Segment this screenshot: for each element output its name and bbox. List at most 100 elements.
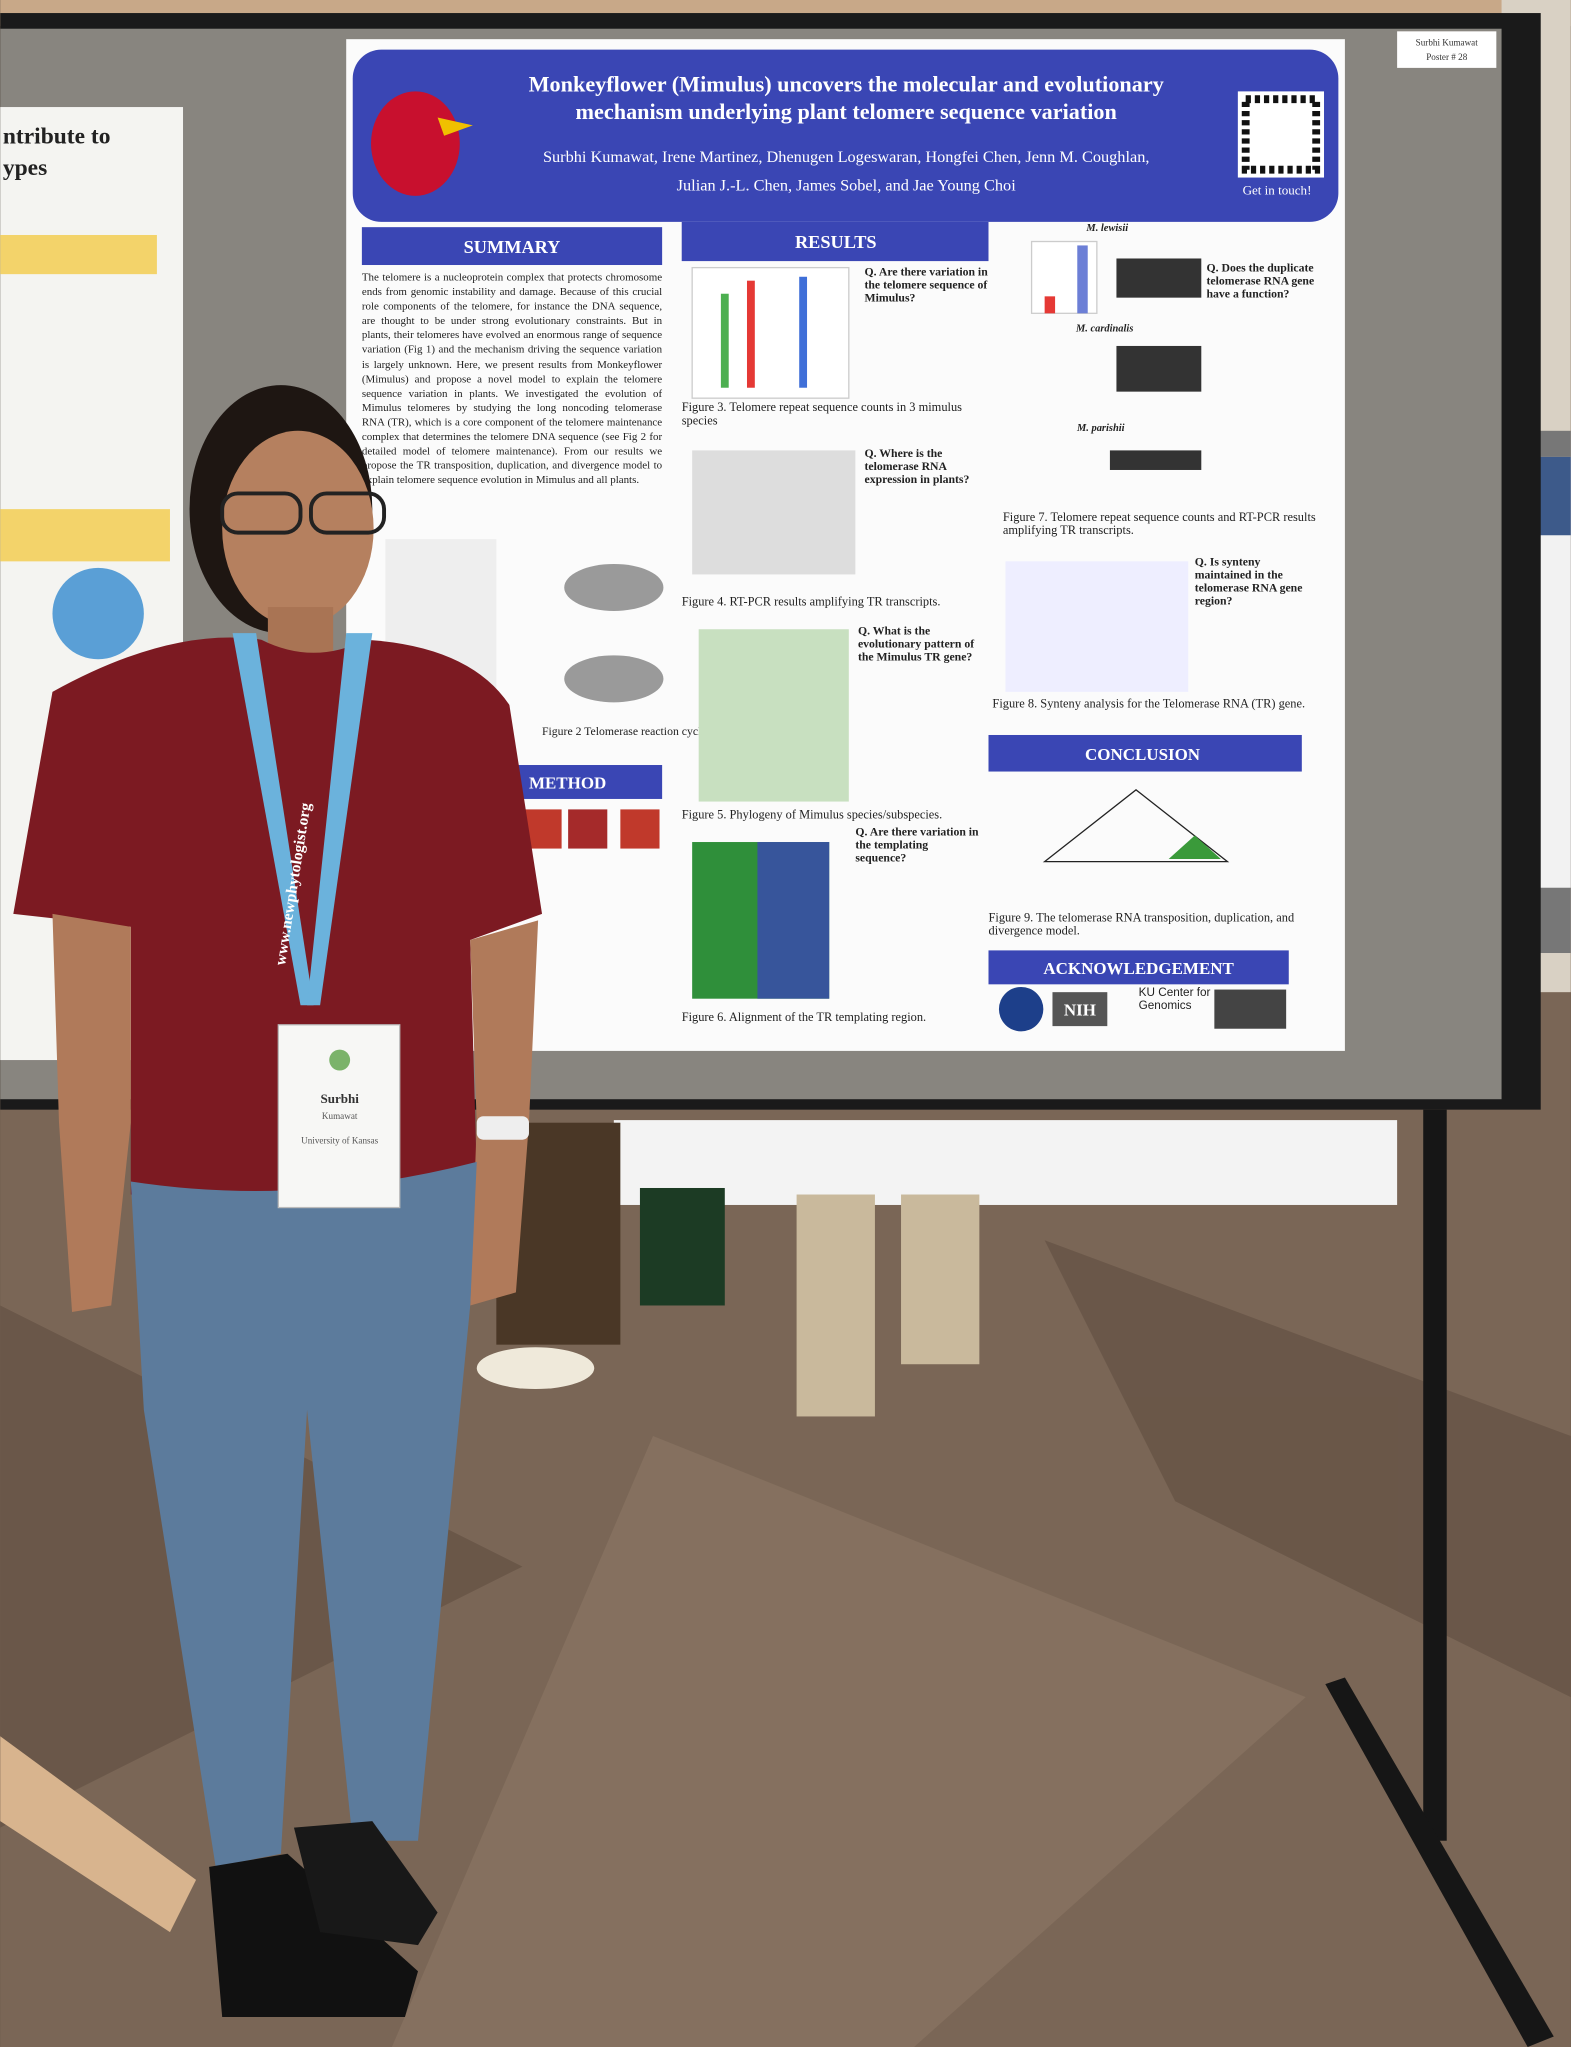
question-box: Q. Are there variation in the telomere s… <box>864 265 988 305</box>
jayhawk-beak <box>437 117 473 136</box>
contact: Get in touch! <box>1243 183 1312 198</box>
question: Q. Does the duplicate telomerase RNA gen… <box>1206 261 1315 301</box>
gel-image <box>1109 450 1202 470</box>
arm <box>470 920 539 1306</box>
authors: Julian J.-L. Chen, James Sobel, and Jae … <box>677 176 1017 195</box>
bar-illustration <box>1077 245 1088 314</box>
section-header <box>681 221 989 262</box>
caption-box: Figure 3. Telomere repeat sequence count… <box>681 402 963 429</box>
badge-affiliation: University of Kansas <box>301 1136 378 1146</box>
shoe <box>293 1821 438 1946</box>
logo-text: NIH <box>1064 1001 1096 1020</box>
glasses <box>220 491 303 535</box>
section-header <box>988 734 1302 772</box>
section-heading: RESULTS <box>795 232 877 252</box>
bar-illustration <box>720 293 729 388</box>
flower-photo <box>620 809 660 849</box>
shirt <box>13 637 543 1202</box>
left-highlight <box>0 509 170 562</box>
figure-caption: Figure 3. Telomere repeat sequence count… <box>681 402 963 429</box>
figure-8 <box>1005 561 1189 692</box>
species-label: M. lewisii <box>1085 223 1128 234</box>
question-box: Q. Are there variation in the templating… <box>855 825 979 865</box>
figure-caption: Figure 8. Synteny analysis for the Telom… <box>992 698 1306 712</box>
question: Q. Where is the telomerase RNA expressio… <box>864 446 970 486</box>
caption-box: Figure 9. The telomerase RNA transpositi… <box>988 912 1295 939</box>
nih-logo <box>1052 992 1108 1027</box>
section-heading: CONCLUSION <box>1085 745 1201 764</box>
bag <box>639 1187 725 1306</box>
left-circle <box>52 567 144 660</box>
nsf-logo <box>998 986 1044 1032</box>
poster-title: mechanism underlying plant telomere sequ… <box>576 99 1117 124</box>
telomerase-diagram <box>564 563 664 611</box>
bar-illustration <box>1044 296 1056 314</box>
question-box: Q. Is synteny maintained in the telomera… <box>1194 554 1303 608</box>
gel-image <box>1116 258 1202 298</box>
carpet-shade <box>391 1436 1306 2047</box>
figure-3 <box>691 266 850 399</box>
bar-illustration <box>746 280 755 388</box>
stand-foot <box>1325 1677 1554 2047</box>
poster-tag <box>1397 31 1497 68</box>
question: Q. Are there variation in the templating… <box>855 825 979 865</box>
figure-4 <box>692 450 856 575</box>
question-box: Q. Where is the telomerase RNA expressio… <box>864 446 970 486</box>
funding-sign <box>613 1120 1398 1205</box>
left-poster-title: ypes <box>3 155 47 181</box>
poster-tube <box>0 1736 197 1933</box>
figure-5 <box>698 629 849 802</box>
badge-name: Surbhi <box>320 1091 359 1106</box>
summary-text: The telomere is a nucleoprotein complex … <box>361 271 663 487</box>
qr-pattern <box>1241 95 1321 174</box>
logo-box: KU Center for Genomics <box>1139 987 1211 1012</box>
question-box: Q. What is the evolutionary pattern of t… <box>858 624 974 663</box>
species-label: M. cardinalis <box>1075 324 1133 335</box>
figure-caption: Figure 9. The telomerase RNA transpositi… <box>988 912 1295 939</box>
figure-caption: Figure 6. Alignment of the TR templating… <box>682 1010 926 1024</box>
section-heading: METHOD <box>529 774 606 793</box>
alignment-block <box>757 842 830 999</box>
bystander-legs <box>796 1194 875 1417</box>
bystander-shoe <box>476 1347 595 1390</box>
jayhawk-logo <box>371 91 460 196</box>
title-banner <box>352 49 1339 222</box>
logo-image <box>1214 989 1287 1029</box>
left-poster-title: ntribute to <box>3 124 111 150</box>
caption-box: Figure 7. Telomere repeat sequence count… <box>1002 511 1316 538</box>
section-header <box>496 765 663 799</box>
watch <box>476 1116 529 1140</box>
badge-surname: Kumawat <box>322 1111 358 1121</box>
caption-box: Figure 8. Synteny analysis for the Telom… <box>992 698 1306 712</box>
figure-caption: Figure 4. RT-PCR results amplifying TR t… <box>682 595 941 609</box>
figure-caption: Figure 5. Phylogeny of Mimulus species/s… <box>682 808 943 822</box>
lanyard <box>307 633 373 1006</box>
authors: Surbhi Kumawat, Irene Martinez, Dhenugen… <box>543 147 1149 166</box>
poster-title: Monkeyflower (Mimulus) uncovers the mole… <box>529 71 1164 96</box>
badge-logo <box>329 1049 351 1071</box>
lanyard <box>232 633 314 1006</box>
jeans <box>130 1161 477 1867</box>
species-label: M. parishii <box>1076 423 1125 434</box>
question-box: Q. Does the duplicate telomerase RNA gen… <box>1206 261 1315 301</box>
section-heading: SUMMARY <box>464 237 561 257</box>
shoe <box>209 1853 419 2017</box>
figure-caption: Figure 2 Telomerase reaction cycle. <box>542 725 709 738</box>
left-highlight <box>0 234 157 275</box>
gel-image <box>1116 345 1202 392</box>
qr-code <box>1237 91 1325 178</box>
section-header <box>361 227 663 266</box>
question: Q. Are there variation in the telomere s… <box>864 265 988 305</box>
glasses <box>308 491 387 535</box>
poster-tag-text: Poster # 28 <box>1426 52 1467 62</box>
arm <box>52 913 131 1313</box>
question: Q. Is synteny maintained in the telomera… <box>1194 554 1303 608</box>
bar-illustration <box>799 276 808 388</box>
poster-tag-text: Surbhi Kumawat <box>1416 38 1479 48</box>
model-diagram <box>1042 788 1230 863</box>
summary-box: The telomere is a nucleoprotein complex … <box>361 271 663 487</box>
telomerase-diagram <box>564 655 664 703</box>
figure-caption: Figure 7. Telomere repeat sequence count… <box>1002 511 1316 538</box>
